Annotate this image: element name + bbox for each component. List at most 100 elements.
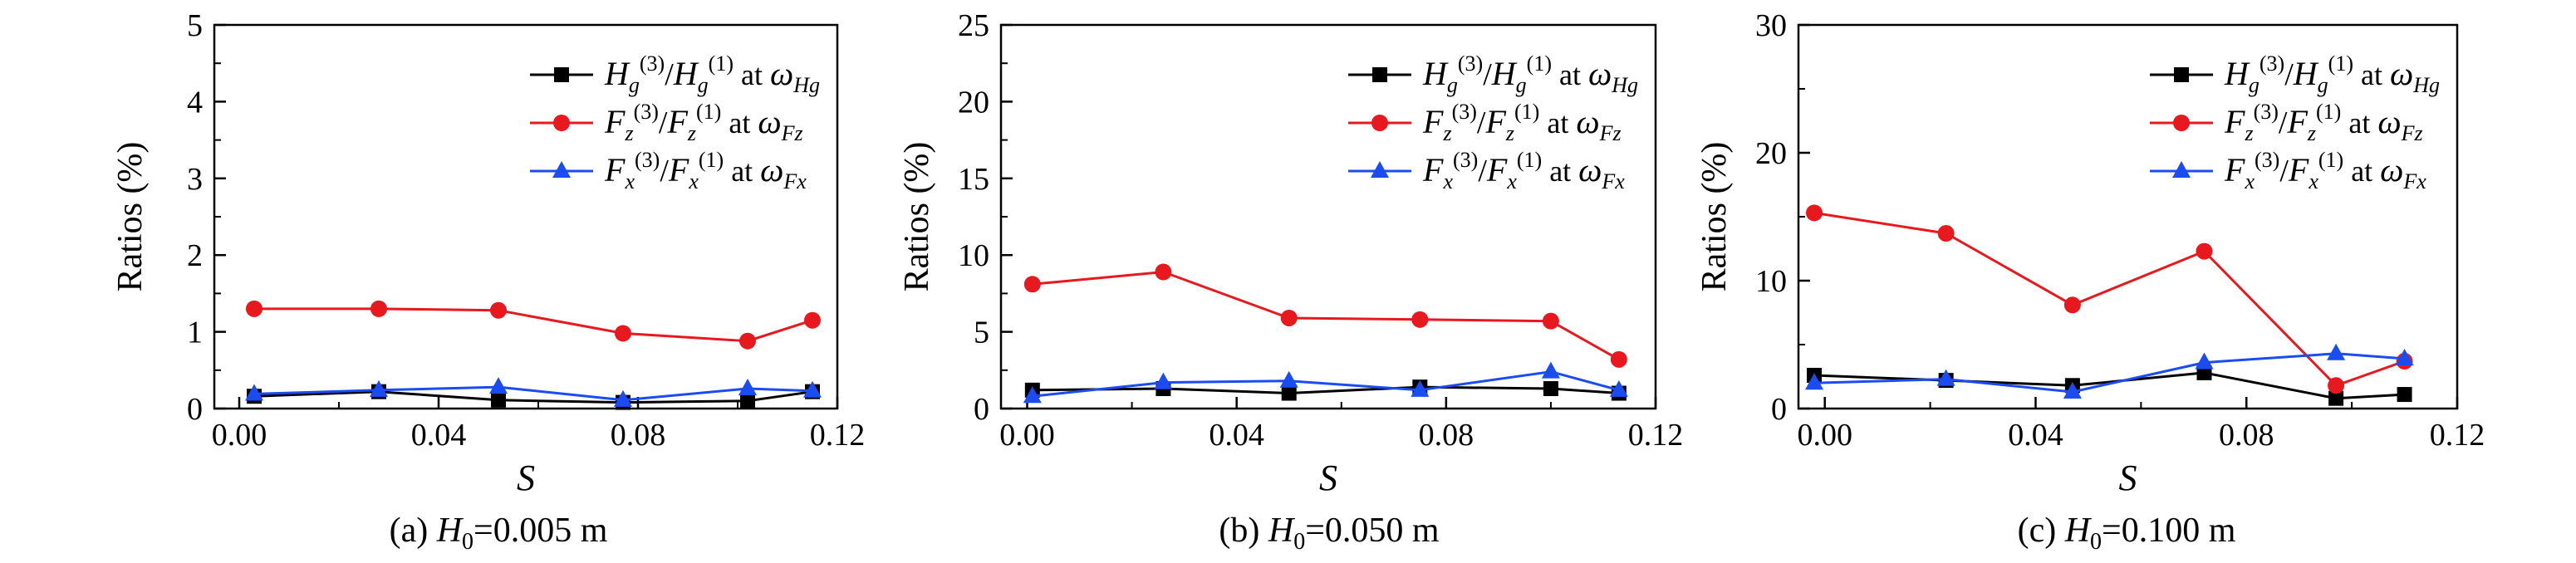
legend-marker bbox=[1371, 115, 1388, 131]
data-point-fz bbox=[490, 301, 507, 319]
series-line-fz bbox=[1032, 270, 1620, 361]
legend-at: at bbox=[2341, 106, 2377, 140]
legend-symbol: F bbox=[1422, 103, 1444, 140]
x-axis-label: S bbox=[1319, 458, 1337, 498]
y-tick-label: 0 bbox=[1771, 392, 1787, 427]
legend-omega: ω bbox=[2377, 103, 2401, 140]
legend-label: Fz(3)/Fz(1) at ωFz bbox=[604, 100, 803, 145]
data-point-fx bbox=[1541, 361, 1560, 379]
y-tick-label: 2 bbox=[187, 238, 203, 273]
data-point-fx bbox=[1411, 379, 1430, 397]
data-point-fz bbox=[2328, 377, 2345, 394]
x-tick-label: 0.08 bbox=[611, 418, 666, 453]
legend-symbol-2: F bbox=[666, 103, 688, 140]
legend-symbol: F bbox=[1422, 151, 1444, 188]
legend-subscript: x bbox=[2244, 169, 2255, 193]
caption-symbol: H bbox=[436, 512, 464, 550]
legend-slash: / bbox=[1483, 57, 1492, 92]
data-point-fx bbox=[2327, 343, 2346, 360]
series-line-fx bbox=[253, 385, 813, 402]
y-tick-label: 1 bbox=[187, 316, 203, 350]
legend-subscript: z bbox=[2244, 121, 2253, 145]
caption-prefix: (c) bbox=[2018, 512, 2065, 550]
legend-omega: ω bbox=[2380, 151, 2403, 188]
legend-entry-fz: Fz(3)/Fz(1) at ωFz bbox=[1348, 100, 1622, 145]
series-line-fz bbox=[254, 307, 813, 343]
legend-omega: ω bbox=[1588, 55, 1612, 92]
legend-label: Fx(3)/Fx(1) at ωFx bbox=[604, 148, 807, 193]
data-point-fz bbox=[1806, 204, 1823, 222]
data-point-fz bbox=[804, 311, 821, 329]
data-point-fx bbox=[1023, 386, 1042, 404]
legend-symbol-2: F bbox=[668, 151, 689, 188]
data-point-fx bbox=[1805, 373, 1824, 390]
legend-omega: ω bbox=[770, 55, 793, 92]
y-tick-label: 10 bbox=[1755, 264, 1787, 299]
legend-subscript-2: g bbox=[1516, 73, 1527, 97]
legend-marker bbox=[552, 161, 571, 178]
legend-slash: / bbox=[665, 57, 674, 92]
data-point-fx bbox=[803, 380, 822, 398]
x-tick-label: 0.08 bbox=[1419, 418, 1474, 453]
data-point-hg bbox=[1281, 385, 1297, 401]
caption-value: =0.100 m bbox=[2102, 512, 2236, 550]
data-point-fx bbox=[489, 377, 508, 394]
legend-at: at bbox=[734, 58, 770, 91]
legend-subscript: x bbox=[624, 169, 635, 193]
y-tick-label: 30 bbox=[1755, 8, 1787, 43]
data-point-hg bbox=[740, 393, 755, 409]
legend-superscript-2: (1) bbox=[1514, 100, 1539, 124]
legend-superscript: (3) bbox=[1453, 148, 1478, 172]
legend-omega-subscript: Hg bbox=[1611, 73, 1638, 97]
legend-subscript: g bbox=[629, 73, 640, 97]
legend-subscript-2: z bbox=[2307, 121, 2316, 145]
data-point-fz bbox=[370, 300, 387, 317]
legend-subscript-2: g bbox=[698, 73, 709, 97]
data-point-fx bbox=[2395, 348, 2414, 365]
legend-label: Hg(3)/Hg(1) at ωHg bbox=[1422, 51, 1638, 97]
legend-marker bbox=[554, 67, 569, 82]
legend-superscript-2: (1) bbox=[2316, 100, 2341, 124]
legend-symbol-2: F bbox=[2286, 103, 2308, 140]
data-point-hg bbox=[1543, 380, 1558, 396]
data-point-hg bbox=[2397, 387, 2412, 403]
legend-entry-fx: Fx(3)/Fx(1) at ωFx bbox=[1348, 148, 1625, 193]
legend-at: at bbox=[2353, 58, 2390, 91]
caption-subscript: 0 bbox=[1293, 529, 1305, 555]
y-tick-label: 20 bbox=[1755, 136, 1787, 171]
x-tick-label: 0.08 bbox=[2219, 418, 2274, 453]
legend-entry-fx: Fx(3)/Fx(1) at ωFx bbox=[530, 148, 807, 193]
series-line-fz bbox=[1813, 211, 2406, 388]
data-point-fx bbox=[1279, 370, 1298, 388]
x-tick-label: 0.00 bbox=[999, 418, 1055, 453]
legend-entry-hg: Hg(3)/Hg(1) at ωHg bbox=[2150, 51, 2440, 97]
legend-omega-subscript: Hg bbox=[2412, 73, 2440, 97]
legend-symbol-2: F bbox=[2288, 151, 2309, 188]
y-tick-label: 5 bbox=[187, 8, 203, 43]
y-tick-label: 10 bbox=[958, 238, 989, 273]
caption-prefix: (a) bbox=[390, 512, 437, 550]
y-tick-label: 3 bbox=[187, 162, 203, 197]
legend-label: Fz(3)/Fz(1) at ωFz bbox=[1422, 100, 1622, 145]
data-point-fx bbox=[1154, 372, 1173, 389]
data-point-hg bbox=[491, 392, 506, 408]
x-tick-label: 0.12 bbox=[2430, 418, 2485, 453]
caption-subscript: 0 bbox=[2090, 529, 2102, 555]
y-axis-label: Ratios (%) bbox=[1695, 142, 1734, 292]
x-tick-label: 0.00 bbox=[1797, 418, 1852, 453]
y-tick-label: 4 bbox=[187, 85, 203, 120]
legend-omega-subscript: Fz bbox=[781, 121, 803, 145]
legend-marker bbox=[553, 115, 570, 131]
legend-omega: ω bbox=[1578, 151, 1602, 188]
data-point-hg bbox=[2328, 390, 2344, 406]
legend-subscript: x bbox=[1442, 169, 1453, 193]
legend-omega-subscript: Hg bbox=[792, 73, 820, 97]
legend-omega-subscript: Fz bbox=[2401, 121, 2423, 145]
legend-slash: / bbox=[2279, 105, 2288, 140]
legend-subscript: z bbox=[1442, 121, 1451, 145]
legend-symbol: H bbox=[604, 55, 631, 92]
y-axis-label: Ratios (%) bbox=[898, 142, 936, 292]
data-point-fz bbox=[2196, 242, 2213, 260]
